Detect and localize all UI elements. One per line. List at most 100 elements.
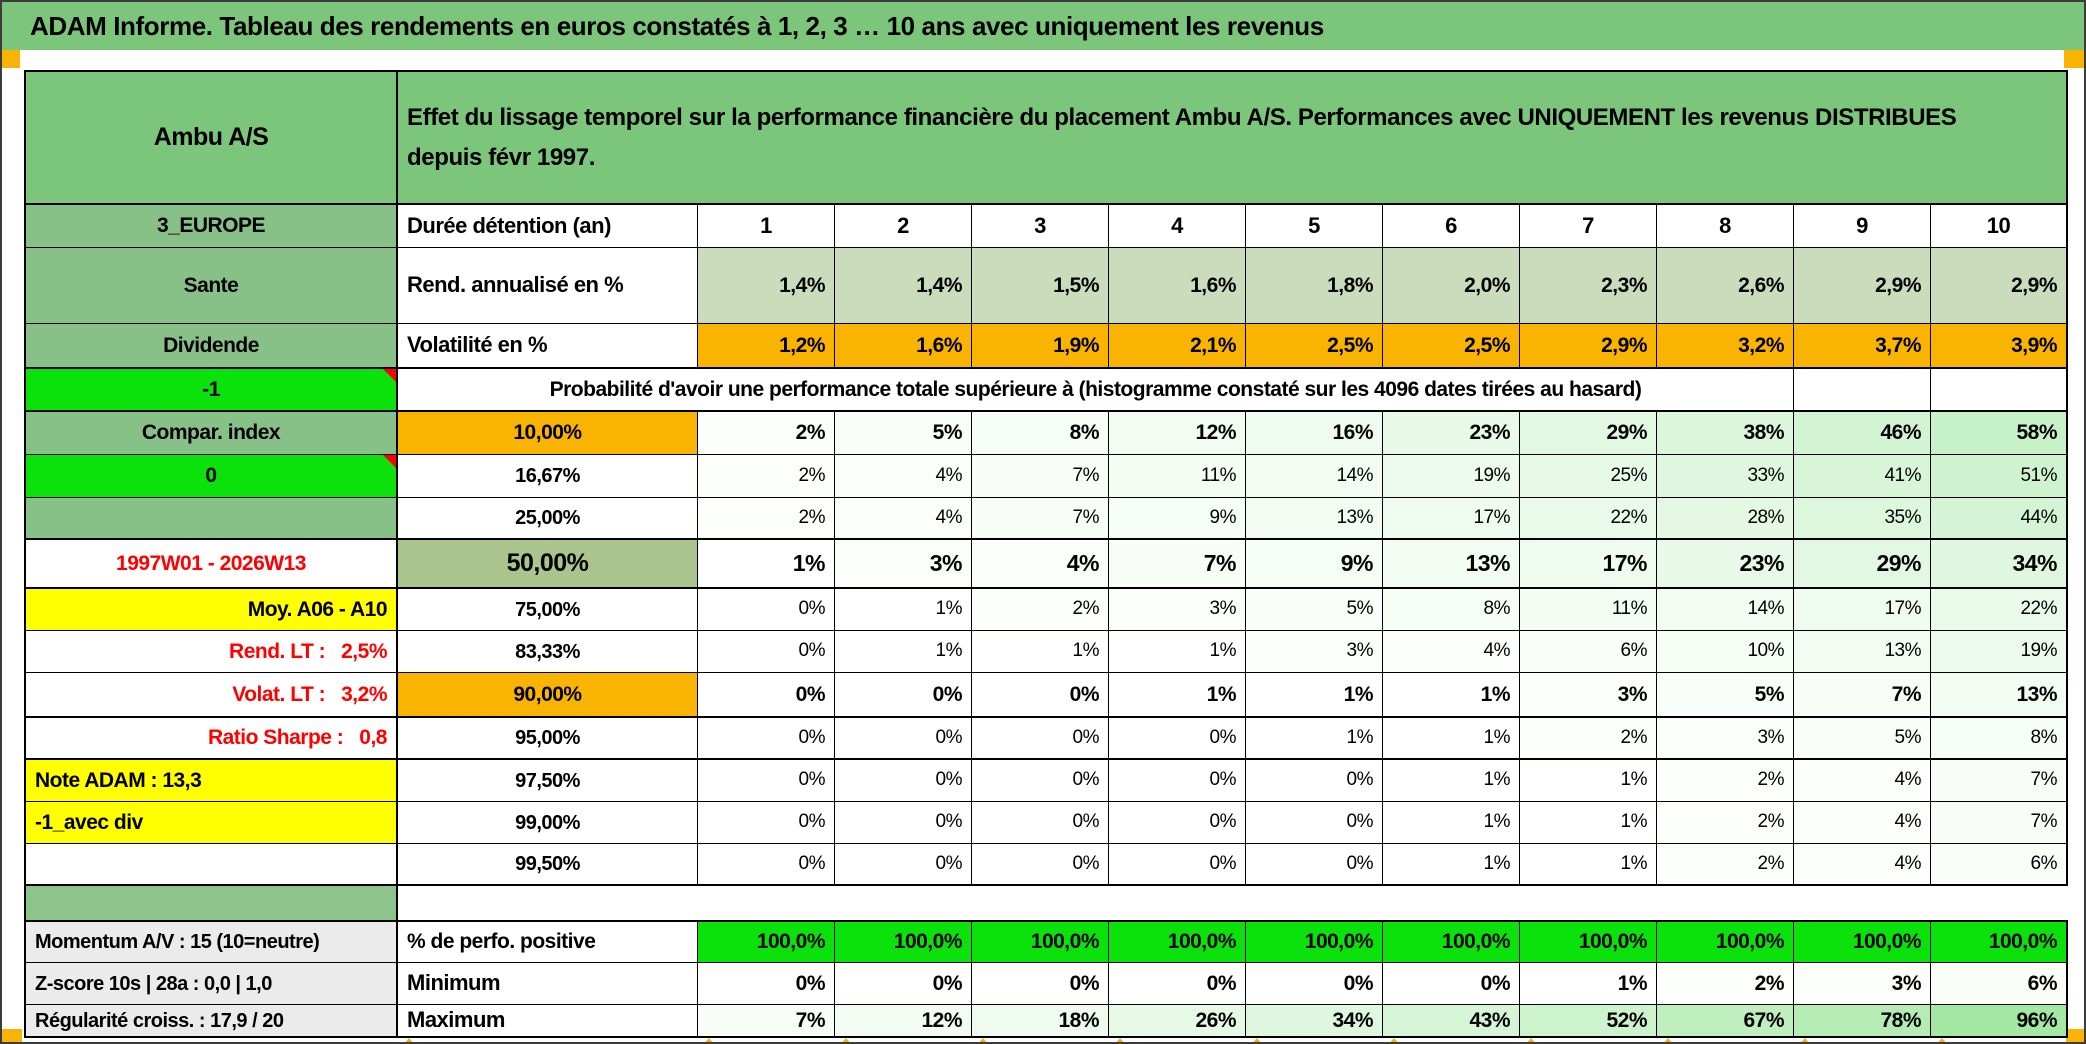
- cell-p99-b[interactable]: 99,00%: [398, 802, 698, 844]
- cell-volat-y2[interactable]: 1,6%: [835, 324, 972, 369]
- year-header-4[interactable]: 4: [1109, 205, 1246, 248]
- cell-volat-y3[interactable]: 1,9%: [972, 324, 1109, 369]
- cell-p50-b[interactable]: 50,00%: [398, 540, 698, 589]
- cell-p95-y10[interactable]: 8%: [1931, 718, 2068, 760]
- cell-p90-y5[interactable]: 1%: [1246, 673, 1383, 718]
- cell-p8333-y10[interactable]: 19%: [1931, 631, 2068, 673]
- cell-maximum-y4[interactable]: 26%: [1109, 1005, 1246, 1038]
- cell-volat-y4[interactable]: 2,1%: [1109, 324, 1246, 369]
- cell-p1667-y2[interactable]: 4%: [835, 455, 972, 498]
- cell-p99-y1[interactable]: 0%: [698, 802, 835, 844]
- cell-p10-y8[interactable]: 38%: [1657, 412, 1794, 455]
- cell-minimum-y2[interactable]: 0%: [835, 963, 972, 1005]
- year-header-5[interactable]: 5: [1246, 205, 1383, 248]
- cell-perfpos-y9[interactable]: 100,0%: [1794, 920, 1931, 963]
- cell-p90-b[interactable]: 90,00%: [398, 673, 698, 718]
- cell-perfpos-a[interactable]: Momentum A/V : 15 (10=neutre): [24, 920, 398, 963]
- cell-p25-y5[interactable]: 13%: [1246, 498, 1383, 540]
- cell-p975-y2[interactable]: 0%: [835, 760, 972, 802]
- cell-rend-y4[interactable]: 1,6%: [1109, 248, 1246, 324]
- cell-p975-y4[interactable]: 0%: [1109, 760, 1246, 802]
- cell-p50-y8[interactable]: 23%: [1657, 540, 1794, 589]
- cell-p25-y9[interactable]: 35%: [1794, 498, 1931, 540]
- year-header-2[interactable]: 2: [835, 205, 972, 248]
- cell-rend-a[interactable]: Sante: [24, 248, 398, 324]
- cell-p75-y3[interactable]: 2%: [972, 589, 1109, 631]
- cell-p75-b[interactable]: 75,00%: [398, 589, 698, 631]
- cell-p10-y4[interactable]: 12%: [1109, 412, 1246, 455]
- cell-maximum-y5[interactable]: 34%: [1246, 1005, 1383, 1038]
- cell-p50-y3[interactable]: 4%: [972, 540, 1109, 589]
- cell-p99-y6[interactable]: 1%: [1383, 802, 1520, 844]
- cell-p75-y7[interactable]: 11%: [1520, 589, 1657, 631]
- cell-minimum-y10[interactable]: 6%: [1931, 963, 2068, 1005]
- cell-volat-y5[interactable]: 2,5%: [1246, 324, 1383, 369]
- cell-p10-y6[interactable]: 23%: [1383, 412, 1520, 455]
- cell-p995-y9[interactable]: 4%: [1794, 844, 1931, 886]
- cell-perfpos-y8[interactable]: 100,0%: [1657, 920, 1794, 963]
- cell-p1667-y4[interactable]: 11%: [1109, 455, 1246, 498]
- cell-p1667-y7[interactable]: 25%: [1520, 455, 1657, 498]
- cell-p95-a[interactable]: Ratio Sharpe : 0,8: [24, 718, 398, 760]
- cell-p75-y6[interactable]: 8%: [1383, 589, 1520, 631]
- cell-p8333-y3[interactable]: 1%: [972, 631, 1109, 673]
- cell-gap-spacer[interactable]: [398, 886, 2068, 920]
- cell-p99-y3[interactable]: 0%: [972, 802, 1109, 844]
- cell-p75-y4[interactable]: 3%: [1109, 589, 1246, 631]
- cell-p1667-b[interactable]: 16,67%: [398, 455, 698, 498]
- cell-p995-y2[interactable]: 0%: [835, 844, 972, 886]
- cell-minimum-y5[interactable]: 0%: [1246, 963, 1383, 1005]
- cell-rend-y2[interactable]: 1,4%: [835, 248, 972, 324]
- cell-p995-y5[interactable]: 0%: [1246, 844, 1383, 886]
- cell-p995-a[interactable]: [24, 844, 398, 886]
- cell-p95-y4[interactable]: 0%: [1109, 718, 1246, 760]
- cell-volat-y8[interactable]: 3,2%: [1657, 324, 1794, 369]
- year-header-1[interactable]: 1: [698, 205, 835, 248]
- cell-p10-a[interactable]: Compar. index: [24, 412, 398, 455]
- cell-years-b[interactable]: Durée détention (an): [398, 205, 698, 248]
- cell-maximum-y8[interactable]: 67%: [1657, 1005, 1794, 1038]
- cell-minimum-b[interactable]: Minimum: [398, 963, 698, 1005]
- cell-p50-a[interactable]: 1997W01 - 2026W13: [24, 540, 398, 589]
- cell-p75-y2[interactable]: 1%: [835, 589, 972, 631]
- cell-rend-y5[interactable]: 1,8%: [1246, 248, 1383, 324]
- cell-p975-y3[interactable]: 0%: [972, 760, 1109, 802]
- cell-p995-y6[interactable]: 1%: [1383, 844, 1520, 886]
- cell-volat-a[interactable]: Dividende: [24, 324, 398, 369]
- year-header-6[interactable]: 6: [1383, 205, 1520, 248]
- cell-p10-y5[interactable]: 16%: [1246, 412, 1383, 455]
- cell-maximum-a[interactable]: Régularité croiss. : 17,9 / 20: [24, 1005, 398, 1038]
- cell-minimum-y9[interactable]: 3%: [1794, 963, 1931, 1005]
- cell-p50-y9[interactable]: 29%: [1794, 540, 1931, 589]
- cell-p90-y2[interactable]: 0%: [835, 673, 972, 718]
- cell-p25-y3[interactable]: 7%: [972, 498, 1109, 540]
- cell-p8333-b[interactable]: 83,33%: [398, 631, 698, 673]
- cell-perfpos-y2[interactable]: 100,0%: [835, 920, 972, 963]
- cell-volat-y6[interactable]: 2,5%: [1383, 324, 1520, 369]
- cell-years-a[interactable]: 3_EUROPE: [24, 205, 398, 248]
- cell-volat-y9[interactable]: 3,7%: [1794, 324, 1931, 369]
- cell-rend-y9[interactable]: 2,9%: [1794, 248, 1931, 324]
- cell-perfpos-b[interactable]: % de perfo. positive: [398, 920, 698, 963]
- cell-p50-y2[interactable]: 3%: [835, 540, 972, 589]
- cell-perfpos-y10[interactable]: 100,0%: [1931, 920, 2068, 963]
- cell-p1667-y3[interactable]: 7%: [972, 455, 1109, 498]
- cell-p1667-y6[interactable]: 19%: [1383, 455, 1520, 498]
- cell-p90-y3[interactable]: 0%: [972, 673, 1109, 718]
- cell-p25-y1[interactable]: 2%: [698, 498, 835, 540]
- cell-p995-y10[interactable]: 6%: [1931, 844, 2068, 886]
- cell-volat-y7[interactable]: 2,9%: [1520, 324, 1657, 369]
- cell-p8333-a[interactable]: Rend. LT : 2,5%: [24, 631, 398, 673]
- cell-p75-y1[interactable]: 0%: [698, 589, 835, 631]
- cell-header-desc[interactable]: Effet du lissage temporel sur la perform…: [398, 70, 2068, 205]
- cell-p975-a[interactable]: Note ADAM : 13,3: [24, 760, 398, 802]
- cell-p90-y9[interactable]: 7%: [1794, 673, 1931, 718]
- cell-p10-y3[interactable]: 8%: [972, 412, 1109, 455]
- cell-minimum-y8[interactable]: 2%: [1657, 963, 1794, 1005]
- cell-minimum-y4[interactable]: 0%: [1109, 963, 1246, 1005]
- cell-p95-y9[interactable]: 5%: [1794, 718, 1931, 760]
- cell-p25-y8[interactable]: 28%: [1657, 498, 1794, 540]
- cell-p10-y7[interactable]: 29%: [1520, 412, 1657, 455]
- cell-p99-y7[interactable]: 1%: [1520, 802, 1657, 844]
- cell-rend-y8[interactable]: 2,6%: [1657, 248, 1794, 324]
